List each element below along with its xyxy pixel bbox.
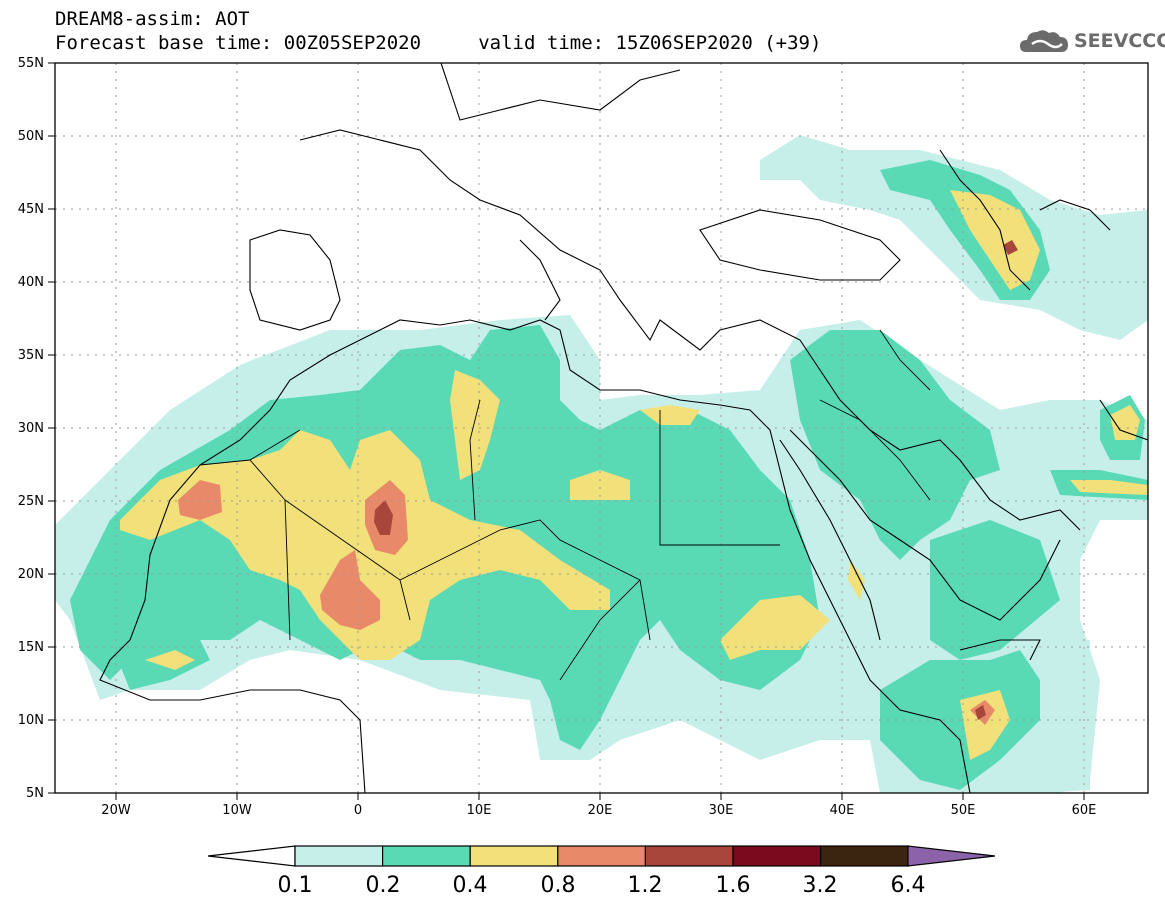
lon-tick-label: 0: [354, 803, 362, 818]
lat-tick-label: 5N: [26, 786, 44, 801]
lon-axis-labels: 20W 10W 0 10E 20E 30E 40E 50E 60E: [101, 803, 1096, 818]
legend-label: 0.2: [365, 873, 401, 898]
lat-tick-label: 55N: [18, 56, 44, 71]
colorbar-swatch: [382, 845, 471, 867]
lat-tick-label: 45N: [18, 202, 44, 217]
lat-tick-label: 15N: [18, 640, 44, 655]
legend-label: 1.2: [627, 873, 663, 898]
colorbar: [207, 845, 996, 867]
lon-tick-label: 20W: [101, 803, 131, 818]
borders: [199, 329, 931, 681]
coastlines: [99, 63, 1148, 793]
lat-tick-label: 35N: [18, 348, 44, 363]
colorbar-swatch: [557, 845, 646, 867]
lat-tick-label: 50N: [18, 129, 44, 144]
lon-tick-label: 10W: [222, 803, 252, 818]
colorbar-boxes: [294, 845, 909, 867]
logo-text: SEEVCCC: [1074, 30, 1165, 52]
lat-tick-label: 20N: [18, 567, 44, 582]
aot-field: [55, 135, 1148, 793]
lon-tick-label: 50E: [951, 803, 976, 818]
colorbar-under-arrow: [207, 845, 296, 867]
cloud-icon: [1020, 30, 1068, 52]
chart-title: DREAM8-assim: AOT: [55, 8, 250, 30]
legend-label: 6.4: [890, 873, 926, 898]
aot-level-1-2: [374, 240, 1018, 720]
lon-tick-label: 30E: [709, 803, 734, 818]
legend-label: 0.4: [452, 873, 488, 898]
colorbar-swatch: [732, 845, 822, 867]
tick-marks: [48, 62, 1085, 800]
lon-tick-label: 10E: [467, 803, 492, 818]
aot-level-0-4: [120, 190, 1148, 760]
seevccc-logo: SEEVCCC: [1018, 24, 1165, 60]
legend-label: 0.8: [540, 873, 576, 898]
lat-axis-labels: 55N 50N 45N 40N 35N 30N 25N 20N 15N 10N …: [18, 56, 44, 801]
colorbar-swatch: [294, 845, 384, 867]
legend-label: 0.1: [277, 873, 313, 898]
lon-tick-label: 20E: [588, 803, 613, 818]
legend-label: 3.2: [802, 873, 838, 898]
lat-tick-label: 40N: [18, 275, 44, 290]
forecast-times: Forecast base time: 00Z05SEP2020 valid t…: [55, 32, 822, 54]
lon-tick-label: 40E: [830, 803, 855, 818]
lat-tick-label: 30N: [18, 421, 44, 436]
graticule: [55, 63, 1148, 793]
colorbar-swatch: [644, 845, 734, 867]
lat-tick-label: 25N: [18, 494, 44, 509]
colorbar-over-arrow: [907, 845, 996, 867]
legend-label: 1.6: [715, 873, 751, 898]
colorbar-swatch: [819, 845, 909, 867]
lat-tick-label: 10N: [18, 713, 44, 728]
colorbar-swatch: [469, 845, 559, 867]
lon-tick-label: 60E: [1072, 803, 1097, 818]
